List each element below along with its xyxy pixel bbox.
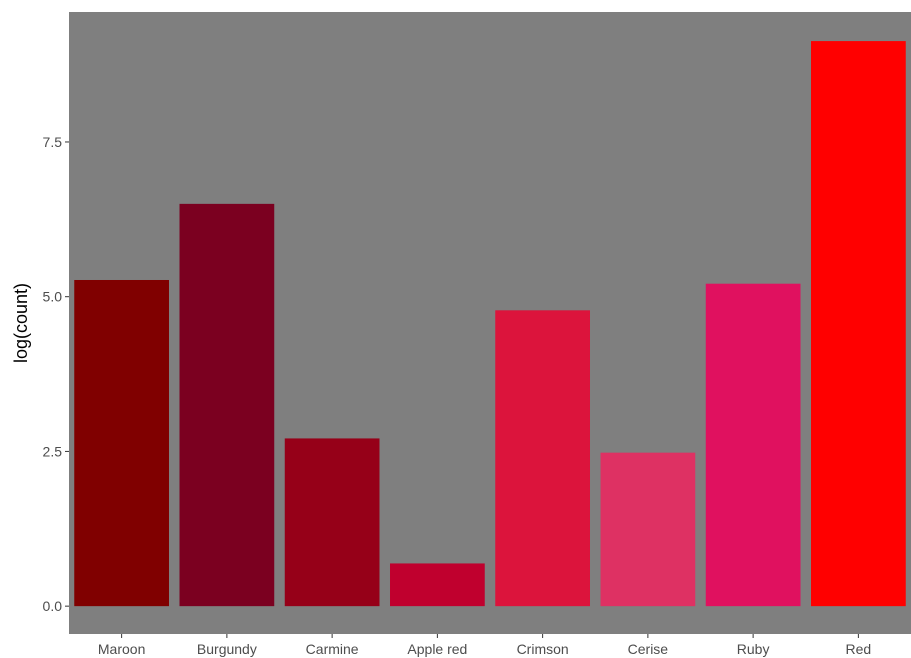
x-tick-label: Apple red (407, 641, 467, 657)
x-tick-label: Ruby (737, 641, 770, 657)
y-tick-label: 7.5 (43, 134, 63, 150)
x-tick-label: Maroon (98, 641, 145, 657)
bar-maroon (74, 279, 169, 607)
x-tick-label: Crimson (517, 641, 569, 657)
bar-crimson (495, 310, 590, 607)
x-tick-label: Cerise (628, 641, 669, 657)
bar-apple-red (390, 563, 485, 607)
y-tick-label: 5.0 (43, 289, 63, 305)
bar-red (811, 41, 906, 607)
bar-cerise (600, 452, 696, 607)
y-axis-title: log(count) (11, 283, 31, 363)
x-axis: Maroon Burgundy Carmine Apple red Crimson Cer… (98, 634, 871, 657)
bars-group (74, 41, 906, 607)
bar-ruby (705, 283, 801, 607)
y-tick-label: 2.5 (43, 443, 63, 459)
x-tick-label: Burgundy (197, 641, 257, 657)
x-tick-label: Carmine (306, 641, 359, 657)
x-tick-label: Red (846, 641, 872, 657)
y-axis: 0.0 2.5 5.0 7.5 (43, 134, 69, 614)
y-tick-label: 0.0 (43, 598, 63, 614)
bar-burgundy (179, 203, 275, 607)
bar-carmine (284, 438, 380, 607)
